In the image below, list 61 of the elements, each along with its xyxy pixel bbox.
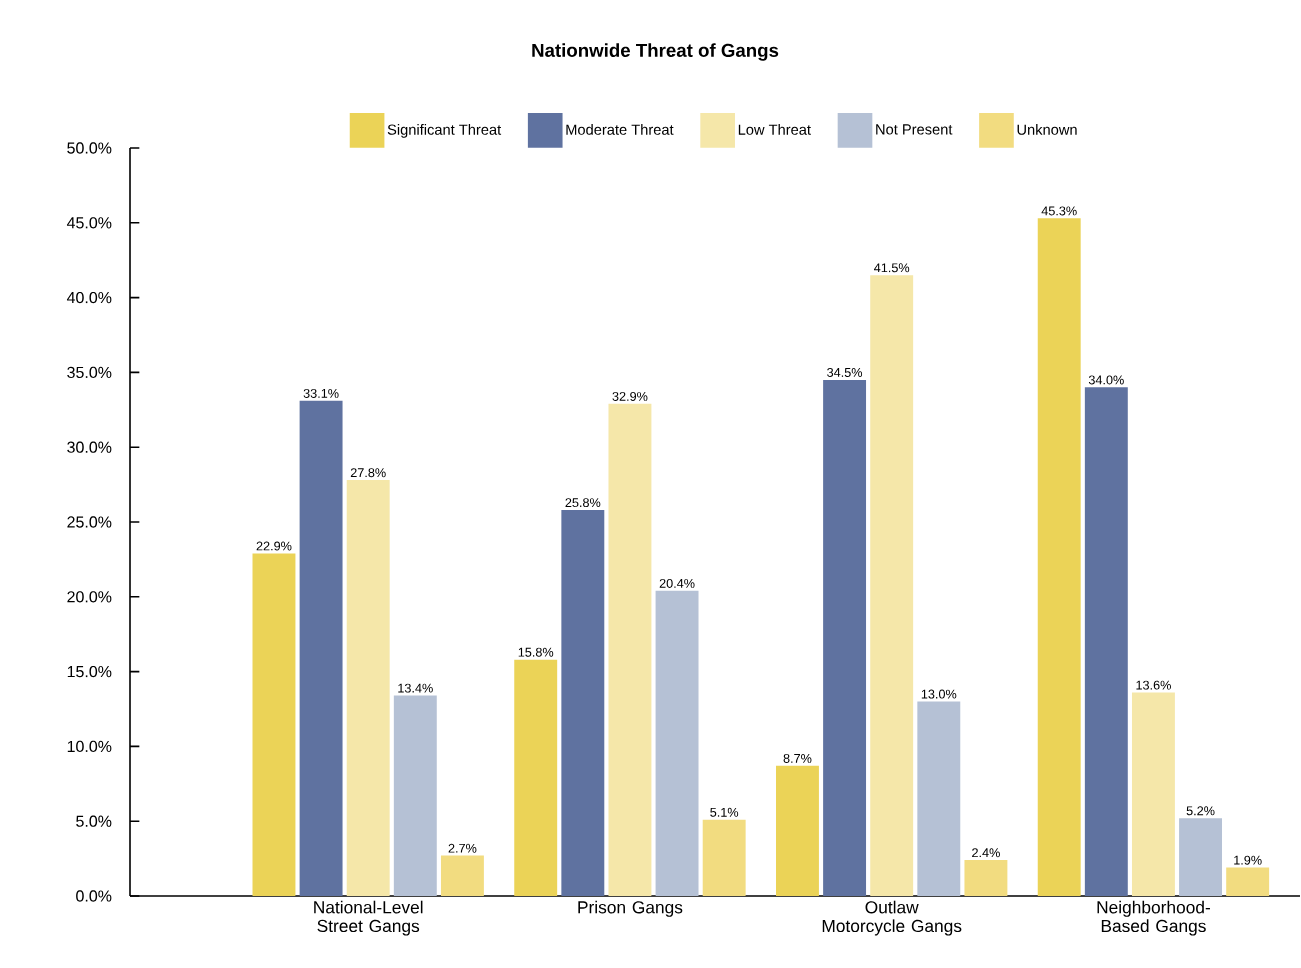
bar — [917, 701, 961, 896]
legend-label: Significant Threat — [387, 124, 502, 138]
data-label: 27.8% — [350, 468, 386, 478]
data-label: 15.8% — [518, 647, 554, 657]
bar — [440, 855, 484, 896]
x-tick-label: Prison Gangs — [578, 900, 683, 917]
bar — [561, 510, 605, 896]
bar — [776, 765, 819, 896]
data-label: 13.4% — [398, 683, 433, 693]
bar — [1179, 818, 1223, 896]
y-tick-label: 15.0% — [67, 665, 112, 678]
data-label: 25.8% — [565, 498, 601, 508]
bar — [346, 480, 390, 896]
bar — [870, 275, 914, 896]
data-label: 8.7% — [783, 753, 812, 763]
y-tick-label: 5.0% — [76, 815, 112, 827]
y-tick-label: 25.0% — [67, 516, 112, 528]
legend-label: Unknown — [1017, 124, 1077, 135]
legend-label: Low Threat — [738, 124, 811, 135]
bar — [514, 659, 558, 896]
bar — [1226, 867, 1270, 896]
y-tick-label: 30.0% — [67, 441, 112, 453]
bar — [1037, 218, 1081, 896]
data-label: 13.0% — [921, 689, 957, 699]
y-tick-label: 10.0% — [67, 740, 112, 753]
y-tick-label: 0.0% — [76, 890, 112, 902]
y-tick-label: 50.0% — [67, 142, 112, 154]
data-label: 22.9% — [256, 541, 292, 551]
y-tick-label: 35.0% — [67, 366, 112, 379]
y-tick-label: 20.0% — [67, 591, 112, 603]
y-tick-label: 40.0% — [66, 291, 112, 304]
data-label: 34.0% — [1088, 375, 1124, 385]
chart-title: Nationwide Threat of Gangs — [532, 43, 779, 61]
bar — [393, 695, 437, 896]
data-label: 2.4% — [972, 848, 1000, 858]
bar — [1131, 692, 1175, 896]
bar — [655, 590, 699, 896]
legend-label: Not Present — [876, 124, 953, 135]
legend-label: Moderate Threat — [566, 124, 674, 135]
bar — [299, 400, 343, 896]
data-label: 34.5% — [827, 367, 863, 377]
x-tick-label: Outlaw Motorcycle Gangs — [822, 900, 962, 936]
data-label: 32.9% — [612, 391, 648, 401]
bar — [823, 379, 867, 896]
bar — [1084, 387, 1128, 896]
y-tick-label: 45.0% — [66, 217, 112, 229]
bar — [608, 403, 652, 896]
data-label: 13.6% — [1136, 680, 1171, 690]
data-label: 41.5% — [874, 263, 910, 273]
x-tick-label: Neighborhood-Based Gangs — [1097, 900, 1210, 936]
bar — [702, 819, 746, 896]
data-label: 5.2% — [1186, 806, 1215, 816]
bar — [252, 553, 296, 896]
data-label: 1.9% — [1234, 855, 1262, 865]
data-label: 20.4% — [659, 578, 695, 588]
data-label: 2.7% — [448, 843, 477, 853]
data-label: 45.3% — [1041, 206, 1077, 216]
bar — [964, 860, 1008, 896]
data-label: 33.1% — [303, 388, 339, 398]
x-tick-label: National-Level Street Gangs — [314, 900, 423, 936]
data-label: 5.1% — [710, 807, 739, 817]
